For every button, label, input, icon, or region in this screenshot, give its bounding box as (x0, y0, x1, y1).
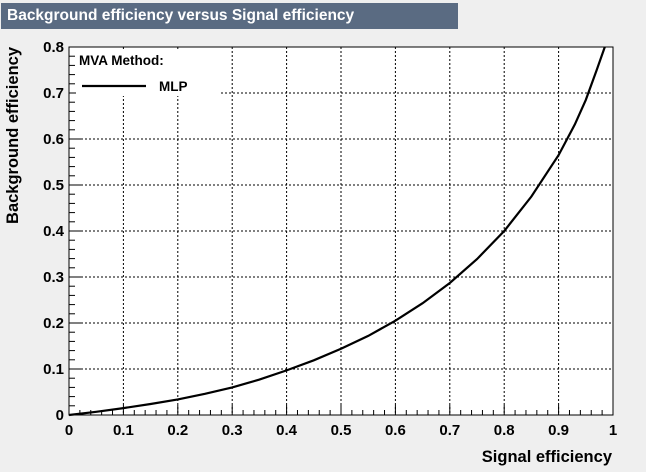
y-axis-title: Background efficiency (4, 46, 22, 224)
y-tick-label: 0.8 (43, 39, 64, 56)
x-tick-label: 0.8 (494, 422, 515, 439)
y-tick-label: 0.2 (43, 315, 64, 332)
y-tick-label: 0.3 (43, 269, 64, 286)
y-tick-label: 0 (56, 407, 64, 424)
plot-frame (68, 46, 614, 416)
y-tick-labels: 0 0.1 0.2 0.3 0.4 0.5 0.6 0.7 0.8 (43, 39, 65, 424)
legend-header: MVA Method: (79, 53, 164, 68)
y-tick-label: 0.4 (43, 223, 65, 240)
legend-box (76, 50, 221, 96)
x-tick-label: 0.6 (385, 422, 406, 439)
x-tick-label: 0.9 (548, 422, 569, 439)
x-tick-labels: 0 0.1 0.2 0.3 0.4 0.5 0.6 0.7 0.8 0.9 1 (65, 422, 617, 439)
axis-ticks (68, 46, 614, 416)
x-tick-label: 1 (609, 422, 617, 439)
y-tick-label: 0.6 (43, 131, 64, 148)
series-line-mlp (68, 46, 606, 417)
x-tick-label: 0.2 (167, 422, 188, 439)
x-tick-label: 0.7 (439, 422, 460, 439)
x-tick-label: 0.1 (113, 422, 134, 439)
x-tick-label: 0 (65, 422, 73, 439)
chart-title: Background efficiency versus Signal effi… (1, 3, 458, 29)
x-tick-label: 0.5 (331, 422, 352, 439)
x-tick-label: 0.4 (276, 422, 298, 439)
legend: MVA Method: MLP (76, 50, 221, 96)
y-tick-label: 0.5 (43, 177, 64, 194)
legend-label-mlp: MLP (159, 79, 188, 94)
x-axis-title: Signal efficiency (482, 448, 613, 466)
x-tick-label: 0.3 (222, 422, 243, 439)
y-tick-label: 0.7 (43, 85, 64, 102)
y-tick-label: 0.1 (43, 361, 64, 378)
